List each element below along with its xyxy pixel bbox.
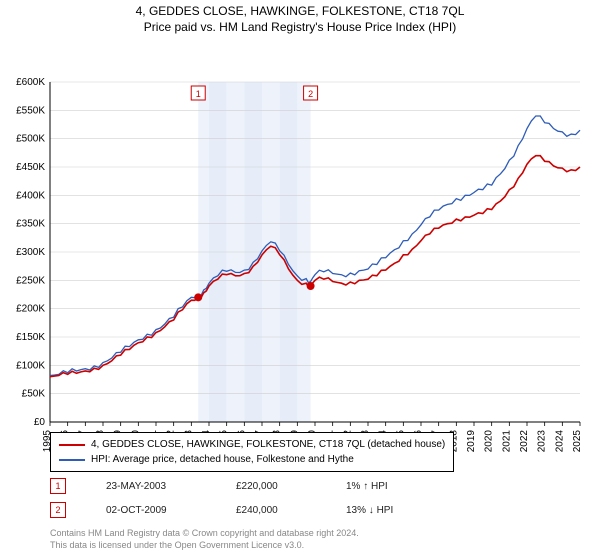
svg-text:£50K: £50K <box>22 389 46 400</box>
legend-label: HPI: Average price, detached house, Folk… <box>91 452 354 467</box>
price-chart: £0 £50K £100K £150K £200K £250K £300K £350K £400… <box>0 34 600 464</box>
svg-text:£600K: £600K <box>16 77 45 88</box>
svg-text:1: 1 <box>196 89 201 99</box>
svg-text:£350K: £350K <box>16 219 45 230</box>
legend-swatch <box>59 444 85 446</box>
svg-text:2022: 2022 <box>519 430 530 453</box>
svg-text:£250K: £250K <box>16 275 45 286</box>
title-sub: Price paid vs. HM Land Registry's House … <box>0 20 600 34</box>
sale-date: 23-MAY-2003 <box>106 481 196 492</box>
sale-diff: 13% ↓ HPI <box>346 505 393 516</box>
sale-date: 02-OCT-2009 <box>106 505 196 516</box>
legend: 4, GEDDES CLOSE, HAWKINGE, FOLKESTONE, C… <box>50 432 454 472</box>
title-main: 4, GEDDES CLOSE, HAWKINGE, FOLKESTONE, C… <box>0 4 600 18</box>
chart-container: 4, GEDDES CLOSE, HAWKINGE, FOLKESTONE, C… <box>0 0 600 560</box>
sale-marker: 1 <box>50 478 66 494</box>
svg-text:2: 2 <box>308 89 313 99</box>
sale-marker: 2 <box>50 502 66 518</box>
sale-row: 1 23-MAY-2003 £220,000 1% ↑ HPI <box>50 478 388 494</box>
footer-line-1: Contains HM Land Registry data © Crown c… <box>50 528 359 540</box>
title-block: 4, GEDDES CLOSE, HAWKINGE, FOLKESTONE, C… <box>0 0 600 34</box>
legend-label: 4, GEDDES CLOSE, HAWKINGE, FOLKESTONE, C… <box>91 437 445 452</box>
footer-line-2: This data is licensed under the Open Gov… <box>50 540 359 552</box>
legend-row: 4, GEDDES CLOSE, HAWKINGE, FOLKESTONE, C… <box>59 437 445 452</box>
sale-diff: 1% ↑ HPI <box>346 481 388 492</box>
svg-text:2024: 2024 <box>554 430 565 453</box>
sale-price: £240,000 <box>236 505 306 516</box>
svg-text:£550K: £550K <box>16 105 45 116</box>
footer-attribution: Contains HM Land Registry data © Crown c… <box>50 528 359 551</box>
svg-text:£200K: £200K <box>16 304 45 315</box>
sale-row: 2 02-OCT-2009 £240,000 13% ↓ HPI <box>50 502 393 518</box>
svg-text:2020: 2020 <box>484 430 495 453</box>
sale-price: £220,000 <box>236 481 306 492</box>
svg-text:£500K: £500K <box>16 134 45 145</box>
svg-text:£450K: £450K <box>16 162 45 173</box>
svg-text:2025: 2025 <box>572 430 583 453</box>
legend-row: HPI: Average price, detached house, Folk… <box>59 452 445 467</box>
svg-text:2021: 2021 <box>501 430 512 453</box>
svg-text:£300K: £300K <box>16 247 45 258</box>
svg-text:£0: £0 <box>34 417 46 428</box>
svg-text:£100K: £100K <box>16 360 45 371</box>
svg-text:2023: 2023 <box>537 430 548 453</box>
svg-text:£150K: £150K <box>16 332 45 343</box>
legend-swatch <box>59 459 85 461</box>
svg-text:£400K: £400K <box>16 190 45 201</box>
svg-text:2019: 2019 <box>466 430 477 453</box>
